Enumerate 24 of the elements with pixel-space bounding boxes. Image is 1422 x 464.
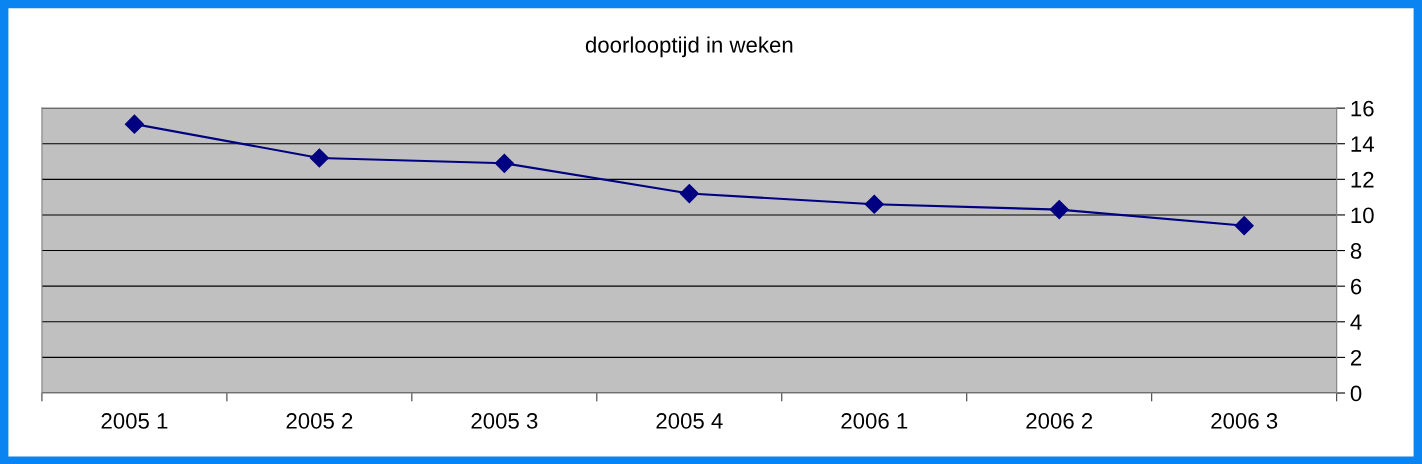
x-tick-label: 2006 1: [841, 413, 908, 429]
point: [679, 184, 699, 204]
point: [494, 153, 514, 173]
chart-title: doorlooptijd in weken: [585, 36, 793, 58]
y-tick-label: 2: [1350, 349, 1362, 366]
y-tick-label: 8: [1350, 243, 1362, 259]
point: [309, 148, 329, 168]
point: [864, 194, 884, 214]
y-tick-label: 10: [1351, 207, 1374, 224]
point: [124, 114, 144, 134]
point: [1049, 200, 1069, 220]
x-tick-label: 2005 2: [286, 413, 353, 429]
x-tick-label: 2006 2: [1026, 413, 1093, 429]
x-tick-label: 2005 1: [101, 413, 168, 429]
y-tick-label: 0: [1350, 385, 1362, 402]
y-tick-label: 4: [1350, 314, 1362, 330]
y-tick-label: 12: [1351, 171, 1374, 188]
x-tick-label: 2005 3: [471, 413, 538, 429]
y-tick-label: 16: [1351, 100, 1374, 117]
y-tick-label: 6: [1351, 278, 1362, 295]
point: [1234, 216, 1254, 236]
x-tick-label: 2005 4: [656, 413, 723, 429]
x-tick-label: 2006 3: [1211, 413, 1278, 429]
y-tick-label: 14: [1351, 136, 1374, 152]
